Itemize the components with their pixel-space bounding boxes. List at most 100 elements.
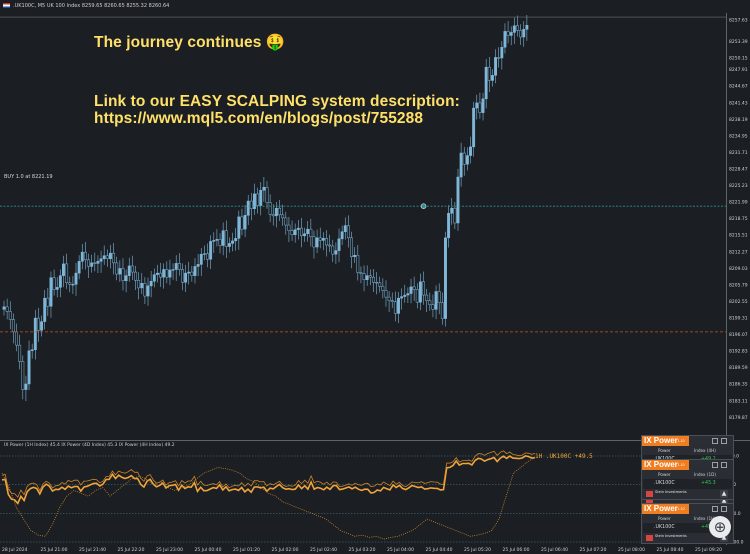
power-line-1d <box>1 456 536 540</box>
candle-body <box>412 286 416 290</box>
candle-body <box>397 297 400 314</box>
candle-body <box>331 245 335 255</box>
ixpower-panel[interactable]: IX Power1.10 Power Index (1D) .UK100C +4… <box>641 459 734 500</box>
menu-icon[interactable] <box>721 438 727 444</box>
time-tick-label: 28 Jul 2024 <box>2 547 28 553</box>
candle-body <box>287 224 291 231</box>
panel-symbol: .UK100C <box>654 481 675 486</box>
ixpower-title: IX Power <box>644 436 678 445</box>
col-index: Index (4H) <box>694 448 716 453</box>
stein-logo-icon <box>646 535 653 541</box>
time-tick-label: 25 Jul 21:00 <box>41 547 68 553</box>
power-line-4h <box>1 450 536 498</box>
menu-icon[interactable] <box>721 462 727 468</box>
candle-body <box>190 271 194 276</box>
bell-icon[interactable]: ▲ <box>720 490 728 498</box>
time-tick-label: 25 Jul 00:40 <box>195 547 222 553</box>
candle-body <box>390 300 394 302</box>
candle-body <box>500 46 504 59</box>
symbol-info: .UK100C, M5 UK 100 Index 8259.65 8260.65… <box>13 3 170 9</box>
candle-body <box>149 281 153 287</box>
level-lines <box>0 16 726 333</box>
indicator-header: IX Power (1H Index) 45.4 IX Power (4D In… <box>4 443 175 448</box>
time-axis: 28 Jul 2024 25 Jul 21:00 25 Jul 21:40 25 Ju… <box>2 547 722 553</box>
candle-body <box>224 230 228 247</box>
buy-order-label: BUY 1.0 at 8221.19 <box>4 174 53 180</box>
panel-header: IX Power1.10 <box>642 436 733 446</box>
brand-name: Stein Investments <box>655 534 687 538</box>
candle-body <box>105 255 109 260</box>
ixpower-logo: IX Power1.10 <box>642 460 689 470</box>
candle-body <box>293 229 297 236</box>
power-lines: 50.00.0-50.0-100.0 <box>0 450 744 546</box>
candle-body <box>11 319 15 333</box>
candle-body <box>71 284 75 286</box>
stein-logo-icon <box>646 491 653 497</box>
time-tick-label: 25 Jul 23:00 <box>156 547 183 553</box>
col-index: Index (1H) <box>694 516 716 521</box>
candle-body <box>340 231 344 240</box>
candle-body <box>387 296 391 301</box>
minimize-icon[interactable] <box>712 438 718 444</box>
candle-body <box>206 253 209 260</box>
candle-body <box>415 289 419 303</box>
zoom-in-icon[interactable]: ⊕ <box>709 516 731 538</box>
candle-body <box>256 193 260 206</box>
panel-data-row[interactable]: .UK100C +45.3 <box>643 479 732 489</box>
candle-body <box>372 276 375 283</box>
candle-body <box>134 271 137 281</box>
stein-logo-icon <box>646 498 653 504</box>
candle-body <box>497 57 501 59</box>
price-tick-label: 8179.87 <box>729 415 748 421</box>
candle-body <box>124 275 128 282</box>
candle-body <box>456 176 460 224</box>
candle-body <box>431 304 435 310</box>
panel-header: IX Power1.10 <box>642 504 733 514</box>
candle-body <box>30 349 34 352</box>
candle-body <box>519 30 523 38</box>
price-tick-label: 8234.95 <box>729 133 748 139</box>
candle-body <box>359 272 363 274</box>
menu-icon[interactable] <box>721 506 727 512</box>
candle-body <box>381 286 385 291</box>
col-power: Power <box>658 472 671 477</box>
price-tick-label: 8199.31 <box>729 316 748 322</box>
price-tick-label: 8183.11 <box>729 398 748 404</box>
candle-body <box>15 331 18 346</box>
candle-body <box>96 261 100 264</box>
candle-body <box>487 66 491 81</box>
candle-body <box>140 283 144 289</box>
candle-body <box>112 252 116 264</box>
candle-body <box>365 275 369 280</box>
price-axis: 8257.63 8253.39 8250.15 8247.91 8244.67 8241.… <box>729 18 748 421</box>
ixpower-version: 1.10 <box>677 507 685 511</box>
candle-body <box>494 57 498 76</box>
candle-body <box>49 277 53 307</box>
bell-icon[interactable]: ▲ <box>720 497 728 505</box>
minimize-icon[interactable] <box>712 462 718 468</box>
price-tick-label: 8238.19 <box>729 117 748 123</box>
price-tick-label: 8257.63 <box>729 18 748 24</box>
bell-icon[interactable]: ▲ <box>720 534 728 542</box>
price-tick-label: 8192.83 <box>729 349 748 355</box>
candle-body <box>400 296 404 299</box>
candle-body <box>215 239 219 241</box>
price-tick-label: 8205.79 <box>729 282 748 288</box>
candle-body <box>299 227 303 237</box>
panel-data-row[interactable]: .UK100C +45.4 <box>643 523 732 533</box>
candle-body <box>459 152 463 178</box>
overlay-link-url[interactable]: https://www.mql5.com/en/blogs/post/75528… <box>94 110 424 127</box>
panel-value: +45.4 <box>701 523 716 533</box>
candle-body <box>155 272 159 275</box>
time-tick-label: 25 Jul 07:20 <box>580 547 607 553</box>
candle-body <box>227 243 231 247</box>
minimize-icon[interactable] <box>712 506 718 512</box>
candle-body <box>143 283 147 297</box>
candle-body <box>62 263 65 276</box>
candle-body <box>425 294 429 301</box>
candle-body <box>296 227 300 230</box>
price-tick-label: 8247.91 <box>729 67 748 73</box>
price-tick-label: 8189.59 <box>729 365 748 371</box>
candle-body <box>478 102 482 113</box>
